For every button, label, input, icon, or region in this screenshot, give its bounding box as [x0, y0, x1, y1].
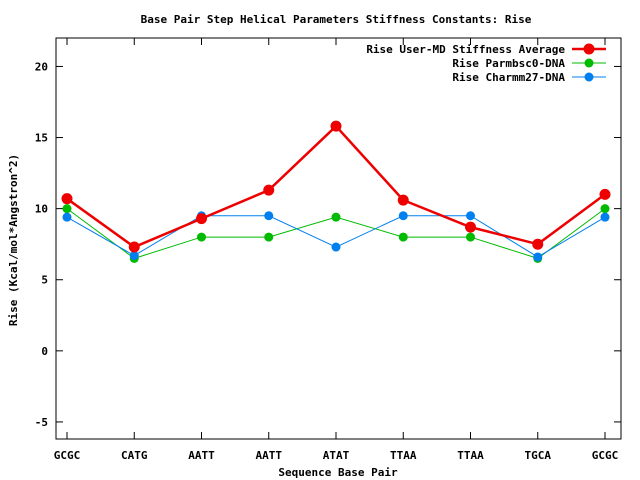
- series-layer: [61, 120, 611, 263]
- legend-label: Rise User-MD Stiffness Average: [366, 43, 565, 56]
- data-point: [465, 221, 476, 233]
- data-point: [196, 213, 207, 225]
- x-tick-label: GCGC: [592, 449, 619, 462]
- x-tick-label: AATT: [256, 449, 283, 462]
- chart-title: Base Pair Step Helical Parameters Stiffn…: [141, 13, 532, 26]
- x-tick-label: CATG: [121, 449, 148, 462]
- y-tick-label: 15: [35, 132, 48, 145]
- x-tick-label: TGCA: [525, 449, 552, 462]
- x-axis: GCGC CATG AATT AATT ATAT TTAA TTAA TGCA GCGC: [54, 38, 619, 462]
- series-line: [66, 124, 606, 249]
- legend-label: Rise Parmbsc0-DNA: [452, 57, 565, 70]
- data-point: [264, 232, 274, 242]
- data-point: [197, 232, 206, 242]
- data-point: [62, 204, 72, 214]
- data-point: [397, 194, 409, 206]
- data-point: [331, 242, 341, 252]
- y-axis-label: Rise (Kcal/mol*Angstron^2): [7, 154, 20, 326]
- data-point: [264, 211, 274, 221]
- data-point: [398, 211, 408, 221]
- x-tick-label: TTAA: [457, 449, 484, 462]
- legend-marker: [584, 72, 594, 82]
- legend-marker: [583, 43, 595, 55]
- data-point: [533, 252, 543, 262]
- x-tick-label: GCGC: [54, 449, 81, 462]
- y-tick-label: 0: [41, 345, 48, 358]
- data-point: [128, 241, 140, 253]
- y-axis: -5 0 5 10 15 20: [35, 60, 621, 429]
- data-point: [330, 120, 342, 132]
- data-point: [599, 188, 611, 200]
- y-tick-label: 10: [35, 203, 48, 216]
- data-point: [62, 212, 72, 222]
- plot-area-border: [55, 37, 622, 440]
- y-tick-label: -5: [35, 416, 48, 429]
- data-point: [129, 251, 139, 261]
- series-1: [61, 120, 611, 253]
- data-point: [600, 204, 610, 214]
- y-tick-label: 20: [35, 60, 48, 73]
- data-point: [466, 211, 475, 221]
- x-axis-label: Sequence Base Pair: [278, 466, 398, 479]
- x-tick-label: AATT: [188, 449, 215, 462]
- data-point: [600, 212, 610, 222]
- data-point: [331, 212, 341, 222]
- data-point: [61, 193, 73, 205]
- data-point: [398, 232, 408, 242]
- legend-marker: [584, 58, 594, 68]
- x-tick-label: TTAA: [390, 449, 417, 462]
- data-point: [263, 184, 275, 196]
- data-point: [532, 238, 544, 250]
- x-tick-label: ATAT: [323, 449, 350, 462]
- data-point: [466, 232, 475, 242]
- y-tick-label: 5: [41, 274, 48, 287]
- series-2: [62, 204, 610, 263]
- legend-label: Rise Charmm27-DNA: [452, 71, 565, 84]
